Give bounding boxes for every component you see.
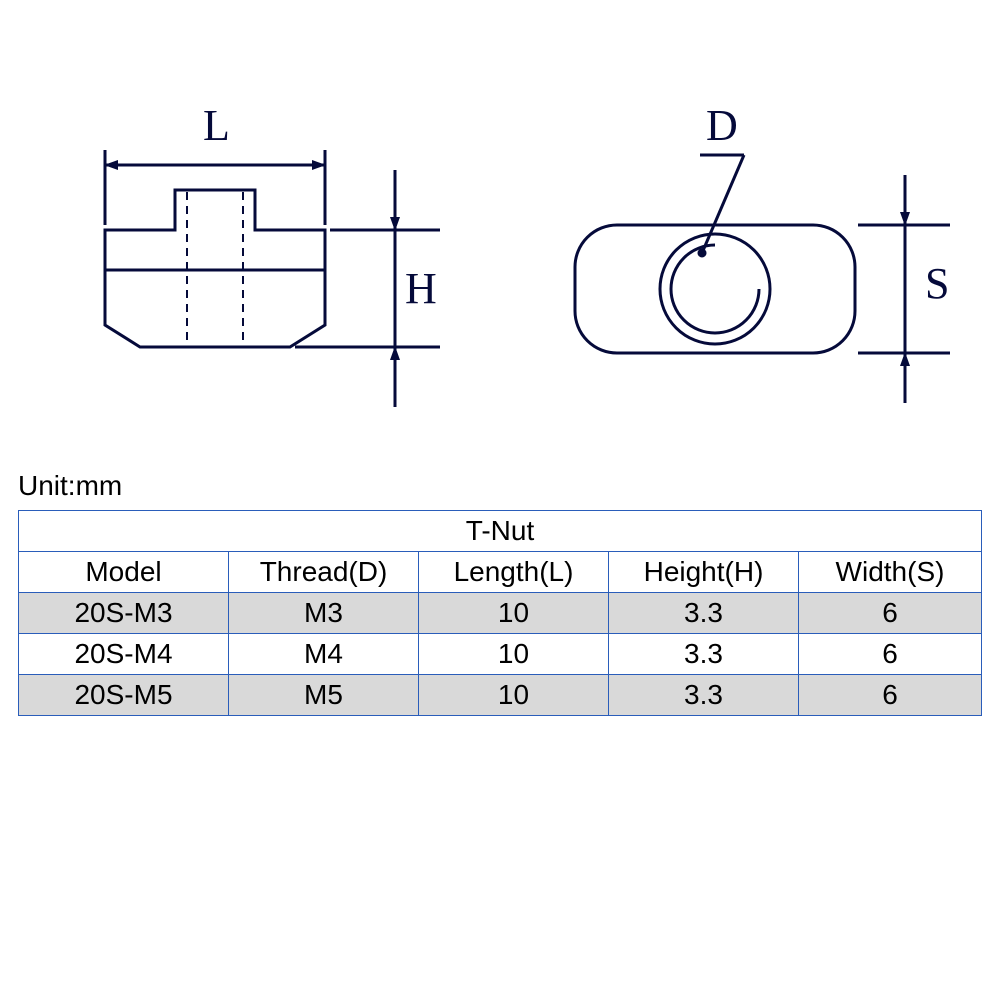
spec-table: T-Nut Model Thread(D) Length(L) Height(H… <box>18 510 982 716</box>
cell-model: 20S-M5 <box>19 675 229 716</box>
col-header-height: Height(H) <box>609 552 799 593</box>
table-header-row: Model Thread(D) Length(L) Height(H) Widt… <box>19 552 982 593</box>
cell-length: 10 <box>419 593 609 634</box>
dim-label-D: D <box>706 100 738 151</box>
technical-drawing <box>0 0 1000 460</box>
cell-height: 3.3 <box>609 675 799 716</box>
col-header-model: Model <box>19 552 229 593</box>
table-row: 20S-M5 M5 10 3.3 6 <box>19 675 982 716</box>
cell-thread: M4 <box>229 634 419 675</box>
cell-length: 10 <box>419 634 609 675</box>
dim-label-S: S <box>925 258 949 309</box>
cell-thread: M3 <box>229 593 419 634</box>
cell-length: 10 <box>419 675 609 716</box>
col-header-width: Width(S) <box>799 552 982 593</box>
cell-model: 20S-M4 <box>19 634 229 675</box>
cell-thread: M5 <box>229 675 419 716</box>
cell-model: 20S-M3 <box>19 593 229 634</box>
cell-height: 3.3 <box>609 634 799 675</box>
col-header-length: Length(L) <box>419 552 609 593</box>
table-title-row: T-Nut <box>19 511 982 552</box>
dim-label-H: H <box>405 263 437 314</box>
cell-width: 6 <box>799 593 982 634</box>
table-title: T-Nut <box>19 511 982 552</box>
cell-height: 3.3 <box>609 593 799 634</box>
cell-width: 6 <box>799 634 982 675</box>
dim-label-L: L <box>203 100 230 151</box>
table-row: 20S-M4 M4 10 3.3 6 <box>19 634 982 675</box>
unit-label: Unit:mm <box>18 470 122 502</box>
cell-width: 6 <box>799 675 982 716</box>
col-header-thread: Thread(D) <box>229 552 419 593</box>
side-view <box>105 150 440 407</box>
table-row: 20S-M3 M3 10 3.3 6 <box>19 593 982 634</box>
page-canvas: L H D S Unit:mm T-Nut Model Thread(D) Le… <box>0 0 1000 1000</box>
top-view <box>575 155 950 403</box>
